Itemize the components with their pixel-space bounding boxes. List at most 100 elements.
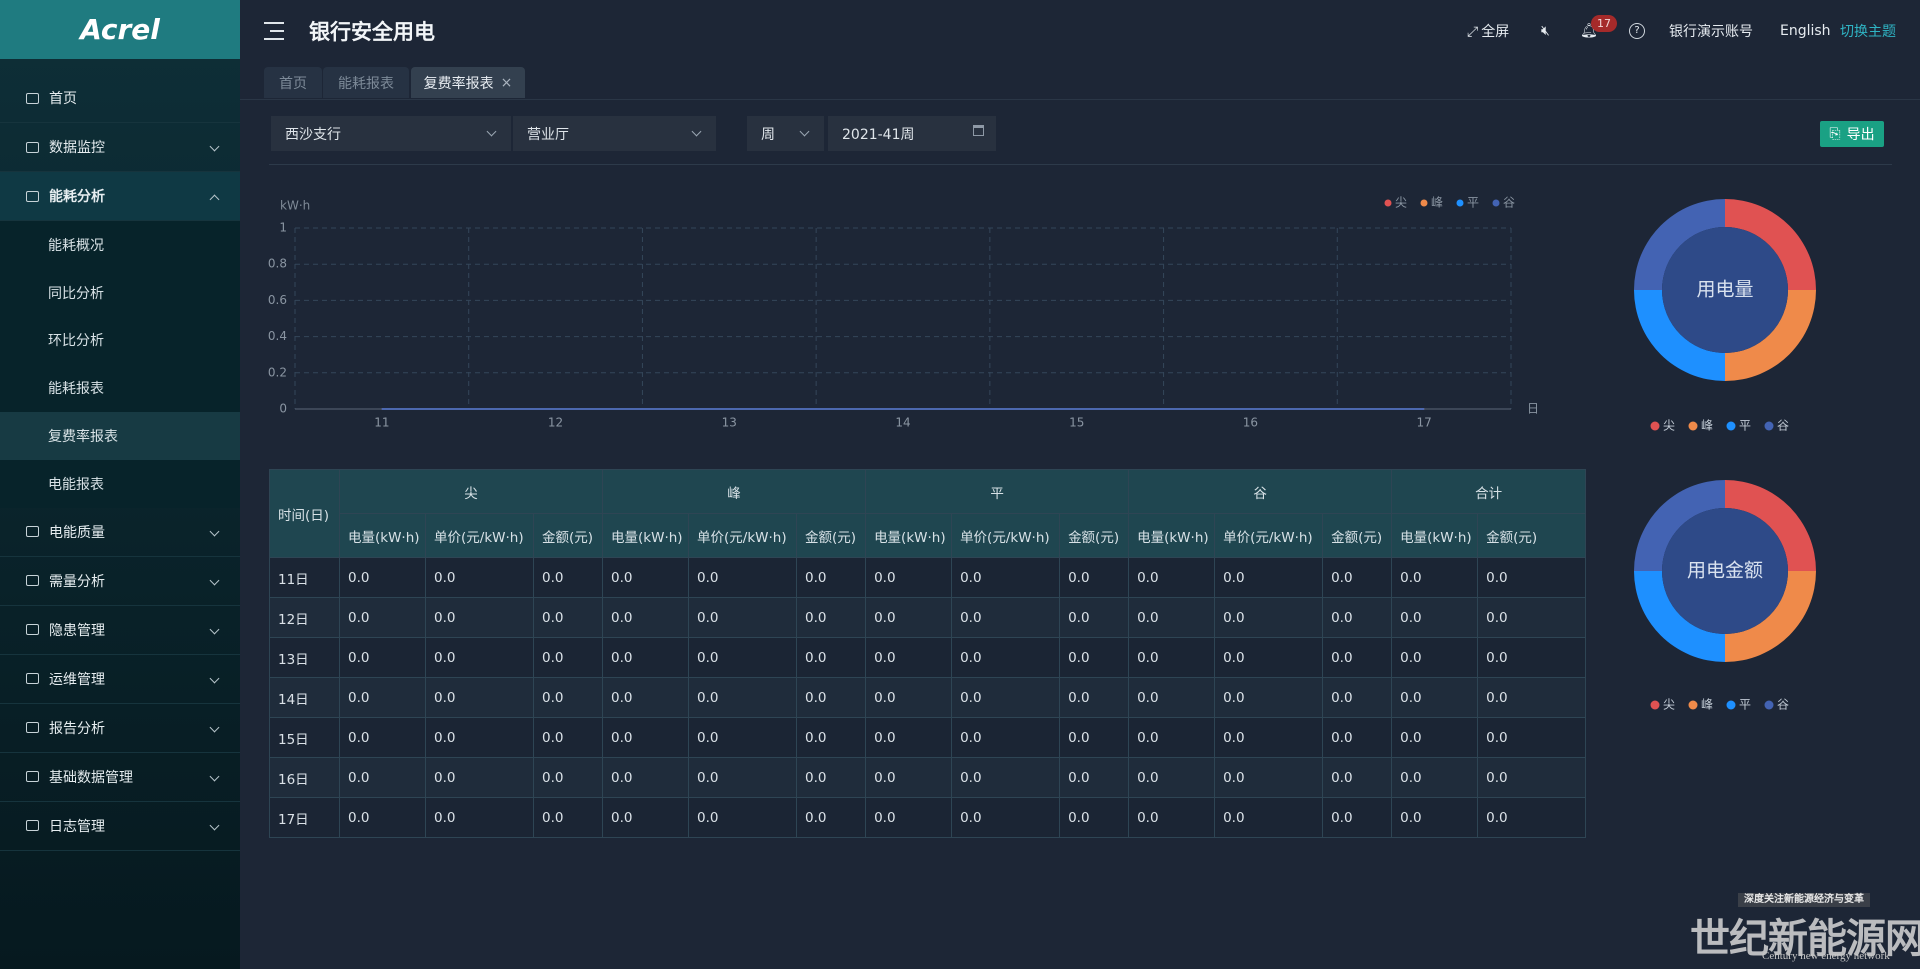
menu-icon (26, 526, 39, 538)
tab[interactable]: 首页 (264, 67, 322, 98)
help-button[interactable]: ? (1629, 23, 1645, 39)
chevron (209, 141, 220, 152)
submenu-item[interactable]: 环比分析 (0, 316, 240, 365)
legend-label: 峰 (1701, 698, 1713, 712)
menu-icon (26, 92, 39, 104)
menu-label: 基础数据管理 (49, 769, 133, 786)
legend-label: 平 (1739, 698, 1751, 712)
table-cell: 0.0 (1322, 717, 1393, 758)
table-cell: 0.0 (951, 637, 1061, 678)
table-cell: 0.0 (425, 757, 534, 798)
menu-item[interactable]: 电能质量 (0, 508, 240, 557)
table-cell: 0.0 (1477, 797, 1587, 838)
table-cell: 0.0 (1391, 717, 1479, 758)
language-switch[interactable]: English (1780, 23, 1831, 39)
chevron (209, 624, 220, 635)
table-cell: 0.0 (688, 757, 798, 798)
account[interactable]: 银行演示账号 (1669, 24, 1753, 40)
table-cell: 0.0 (1322, 677, 1393, 718)
column-header: 单价(元/kW·h) (1214, 513, 1324, 558)
period-select[interactable]: 周 (747, 116, 824, 151)
menu-item[interactable]: 运维管理 (0, 655, 240, 704)
export-button[interactable]: ⎘ 导出 (1820, 121, 1884, 147)
table-cell: 0.0 (796, 717, 867, 758)
menu-label: 日志管理 (49, 818, 105, 835)
menu-item[interactable]: 基础数据管理 (0, 753, 240, 802)
table-cell: 0.0 (532, 677, 604, 718)
fullscreen-button[interactable]: ⤢ 全屏 (1467, 24, 1510, 40)
table-cell: 0.0 (1477, 757, 1587, 798)
legend-marker (1726, 700, 1736, 710)
pie-center-label: 用电量 (1696, 279, 1753, 301)
menu-label: 能耗分析 (49, 189, 105, 205)
column-header: 单价(元/kW·h) (688, 513, 798, 558)
table-head: 时间(日) 尖峰平谷合计 电量(kW·h) 单价(元/kW·h) 金额(元) 电量(kW·… (269, 469, 1587, 558)
divider (269, 164, 1892, 165)
area-select[interactable]: 营业厅 (512, 116, 716, 151)
menu-item[interactable]: 报告分析 (0, 704, 240, 753)
row-label: 13日 (269, 637, 340, 678)
submenu-item[interactable]: 同比分析 (0, 268, 240, 317)
logo[interactable]: Acrel (0, 0, 240, 59)
table-cell: 0.0 (339, 557, 426, 598)
table-cell: 0.0 (1322, 637, 1393, 678)
menu-item[interactable]: 隐患管理 (0, 606, 240, 655)
table-cell: 0.0 (1391, 797, 1479, 838)
menu-label: 需量分析 (49, 573, 105, 590)
menu-label: 首页 (49, 91, 77, 107)
branch-select[interactable]: 西沙支行 (271, 116, 511, 151)
date-picker[interactable]: 2021-41周 (828, 116, 996, 151)
theme-switch[interactable]: 切换主题 (1840, 24, 1896, 40)
table-cell: 0.0 (688, 717, 798, 758)
tab[interactable]: 能耗报表 (323, 67, 409, 98)
table-cell: 0.0 (602, 717, 690, 758)
x-tick-label: 14 (895, 416, 910, 430)
row-label: 17日 (269, 797, 340, 838)
pie-slice (1725, 571, 1816, 662)
table-cell: 0.0 (602, 757, 690, 798)
menu-label: 电能质量 (49, 524, 105, 541)
table-cell: 0.0 (865, 597, 953, 638)
mute-button[interactable]: 🔇︎ (1541, 23, 1550, 39)
group-header: 平 (865, 469, 1130, 514)
table-cell: 0.0 (532, 637, 604, 678)
legend-label: 谷 (1777, 419, 1789, 433)
tab-label: 能耗报表 (338, 75, 394, 92)
notification-badge: 17 (1591, 15, 1617, 32)
column-header: 金额(元) (1477, 513, 1587, 558)
tab-close[interactable]: × (500, 74, 513, 91)
watermark-english: Century new energy network (1762, 950, 1890, 962)
submenu-item[interactable]: 电能报表 (0, 459, 240, 508)
table-cell: 0.0 (865, 797, 953, 838)
pie-center-label: 用电金额 (1687, 560, 1763, 582)
column-header: 金额(元) (1322, 513, 1393, 558)
menu-item[interactable]: 数据监控 (0, 123, 240, 172)
row-label: 16日 (269, 757, 340, 798)
menu-toggle[interactable] (264, 22, 284, 40)
table-cell: 0.0 (425, 797, 534, 838)
table-cell: 0.0 (602, 797, 690, 838)
menu-item[interactable]: 能耗分析 (0, 172, 240, 221)
menu-icon (26, 141, 39, 153)
table-cell: 0.0 (796, 757, 867, 798)
table-cell: 0.0 (1214, 637, 1324, 678)
legend-label: 平 (1739, 419, 1751, 433)
menu-icon (26, 771, 39, 783)
y-axis-label: kW·h (280, 199, 310, 213)
legend-label: 峰 (1701, 419, 1713, 433)
table-cell: 0.0 (1128, 677, 1216, 718)
row-label: 15日 (269, 717, 340, 758)
legend-marker (1456, 199, 1464, 207)
menu-icon (26, 575, 39, 587)
submenu-item[interactable]: 复费率报表 (0, 412, 240, 460)
submenu-item[interactable]: 能耗报表 (0, 364, 240, 413)
menu-item[interactable]: 日志管理 (0, 802, 240, 851)
date-value: 2021-41周 (842, 126, 915, 143)
menu-item[interactable]: 首页 (0, 74, 240, 123)
pie-slice (1725, 290, 1816, 381)
submenu-item[interactable]: 能耗概况 (0, 221, 240, 269)
menu-item[interactable]: 需量分析 (0, 557, 240, 606)
branch-value: 西沙支行 (285, 126, 341, 143)
tab[interactable]: 复费率报表 × (411, 67, 525, 98)
